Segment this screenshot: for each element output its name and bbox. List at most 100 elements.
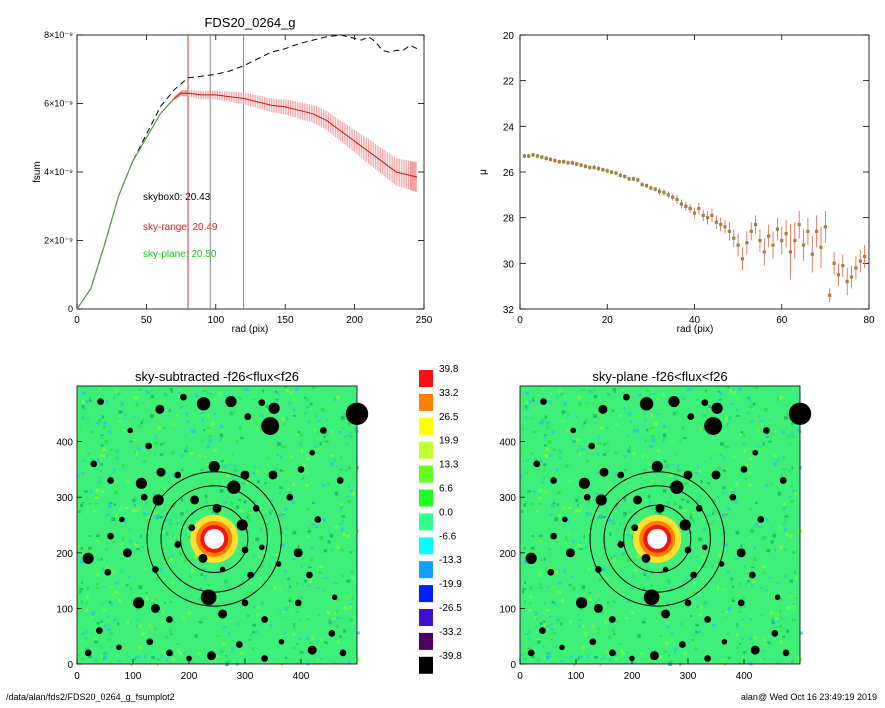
map-noise-pixel (524, 581, 527, 585)
map-noise-pixel (283, 631, 287, 636)
map-noise-pixel (562, 651, 566, 654)
masked-source (293, 548, 303, 558)
mu-data-point (596, 166, 601, 171)
map-noise-pixel (762, 571, 766, 574)
map-noise-pixel (606, 450, 609, 453)
map-noise-pixel (145, 501, 147, 506)
map-noise-pixel (613, 451, 618, 455)
map-noise-pixel (745, 624, 749, 627)
map-noise-pixel (578, 509, 582, 513)
map-noise-pixel (119, 395, 123, 400)
map-noise-pixel (77, 653, 80, 657)
masked-source (122, 548, 132, 558)
map-noise-pixel (250, 582, 253, 585)
map-noise-pixel (302, 463, 306, 468)
map-x-tick-label: 0 (517, 671, 523, 682)
map-noise-pixel (663, 469, 667, 472)
map-noise-pixel (736, 623, 739, 626)
map-noise-pixel (557, 590, 562, 594)
map-noise-pixel (175, 414, 179, 417)
masked-source (261, 616, 268, 623)
map-noise-pixel (186, 531, 191, 535)
map-noise-pixel (553, 586, 558, 590)
map-noise-pixel (626, 450, 631, 453)
map-noise-pixel (749, 457, 753, 461)
map-noise-pixel (570, 575, 574, 578)
map-noise-pixel (608, 518, 612, 523)
mu-data-point (671, 195, 675, 199)
map-noise-pixel (742, 596, 747, 600)
masked-source (771, 630, 779, 637)
map-noise-pixel (257, 518, 261, 521)
map-noise-pixel (84, 547, 87, 551)
map-noise-pixel (199, 487, 202, 491)
map-noise-pixel (785, 533, 790, 536)
map-noise-pixel (692, 421, 696, 426)
map-noise-pixel (785, 413, 789, 416)
map-noise-pixel (524, 471, 528, 475)
map-noise-pixel (345, 443, 349, 446)
colorbar-label: 19.9 (439, 436, 459, 447)
map-noise-pixel (167, 556, 171, 560)
colorbar: 39.833.226.519.913.36.60.0-6.6-13.3-19.9… (419, 364, 462, 674)
map-noise-pixel (551, 600, 555, 604)
map-noise-pixel (238, 587, 242, 590)
masked-source (684, 599, 692, 607)
map-noise-pixel (101, 434, 104, 437)
map-noise-pixel (97, 418, 102, 423)
map-noise-pixel (248, 511, 252, 513)
map-noise-pixel (249, 421, 253, 426)
map-noise-pixel (622, 652, 626, 656)
map-noise-pixel (330, 605, 335, 608)
map-noise-pixel (311, 635, 314, 640)
map-noise-pixel (309, 402, 313, 406)
aperture-circle (589, 471, 725, 607)
map-noise-pixel (161, 620, 164, 624)
map-noise-pixel (756, 445, 761, 448)
map-noise-pixel (144, 567, 148, 570)
map-noise-pixel (113, 617, 116, 622)
map-noise-pixel (130, 432, 134, 435)
map-noise-pixel (118, 410, 122, 415)
map-noise-pixel (575, 498, 579, 503)
map-noise-pixel (154, 515, 156, 519)
map-noise-pixel (218, 637, 222, 641)
map-noise-pixel (340, 548, 344, 552)
map-noise-pixel (719, 442, 724, 446)
masked-source (617, 541, 625, 548)
map-noise-pixel (525, 501, 528, 505)
map-noise-pixel (175, 643, 180, 646)
map-noise-pixel (543, 623, 547, 627)
map-noise-pixel (310, 546, 314, 550)
map-noise-pixel (171, 657, 175, 661)
masked-source (97, 398, 104, 405)
map-noise-pixel (538, 421, 542, 425)
map-noise-pixel (780, 640, 783, 644)
colorbar-swatch (419, 656, 433, 674)
masked-source (629, 655, 635, 662)
map-noise-pixel (631, 536, 634, 539)
map-noise-pixel (101, 602, 103, 605)
map-noise-pixel (529, 601, 531, 605)
map-noise-pixel (94, 468, 98, 471)
map-noise-pixel (573, 663, 576, 667)
map-noise-pixel (162, 426, 166, 429)
masked-source (306, 571, 313, 579)
map-noise-pixel (245, 388, 250, 392)
map-noise-pixel (542, 434, 546, 439)
map-noise-pixel (583, 632, 588, 637)
map-noise-pixel (724, 417, 729, 421)
map-noise-pixel (79, 476, 82, 479)
masked-source (641, 553, 651, 563)
map-noise-pixel (316, 430, 319, 434)
map-noise-pixel (697, 565, 700, 568)
map-noise-pixel (233, 410, 236, 414)
map-noise-pixel (656, 449, 661, 452)
map-noise-pixel (320, 535, 324, 539)
colorbar-swatch (419, 609, 433, 626)
masked-source (711, 470, 721, 480)
map-noise-pixel (292, 408, 296, 412)
map-noise-pixel (146, 513, 149, 516)
map-noise-pixel (554, 517, 559, 522)
map-noise-pixel (110, 658, 114, 663)
